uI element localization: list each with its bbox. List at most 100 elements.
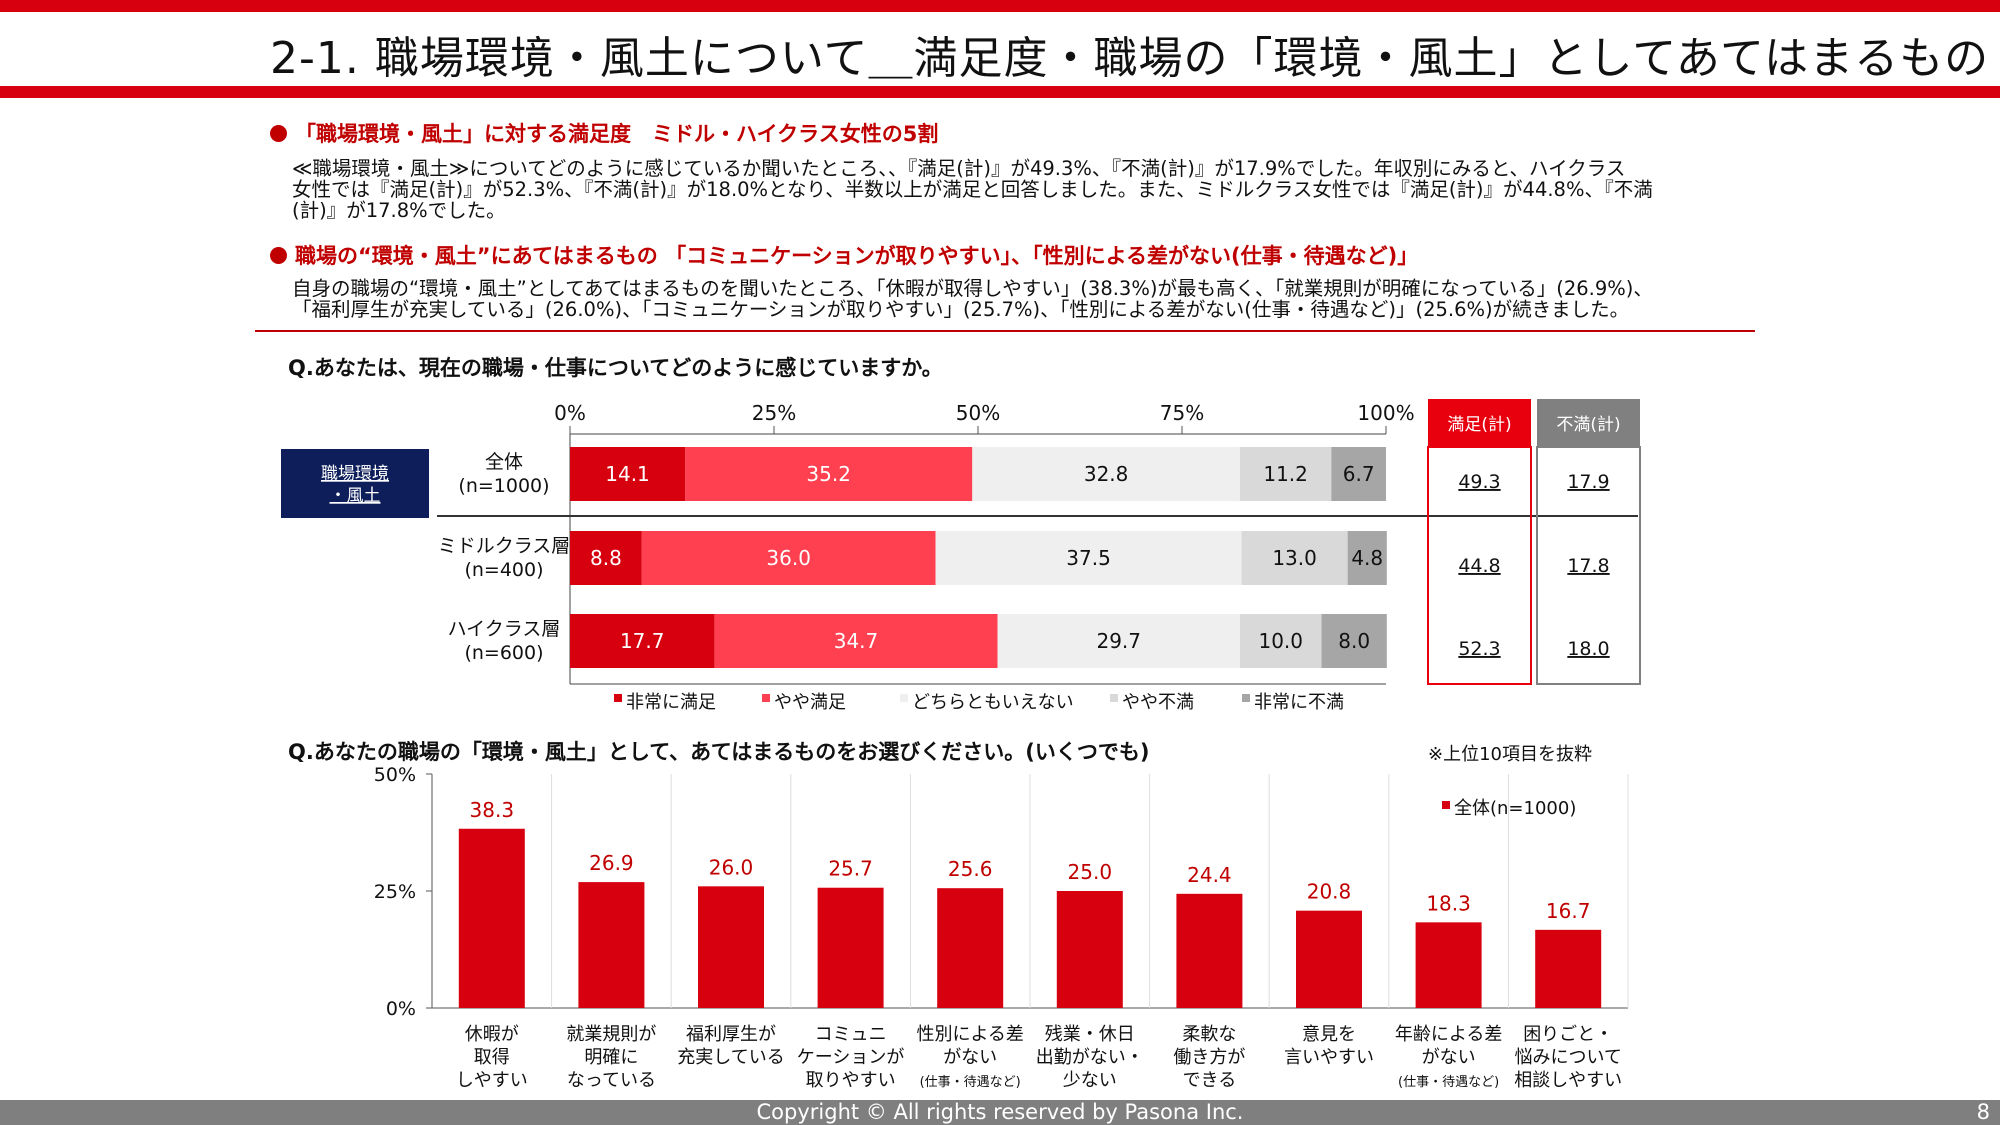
category-label: 柔軟な bbox=[1182, 1024, 1236, 1045]
bar bbox=[1296, 910, 1362, 1008]
bar-segment bbox=[641, 531, 936, 585]
category-label: (仕事・待遇など) bbox=[920, 1075, 1021, 1090]
data-label: 24.4 bbox=[1187, 863, 1232, 887]
group-label-text: ・風土 bbox=[330, 486, 381, 506]
data-label: 26.9 bbox=[589, 851, 634, 875]
legend-swatch bbox=[1242, 694, 1250, 702]
category-label: 明確に bbox=[584, 1047, 638, 1068]
data-label: 36.0 bbox=[766, 546, 811, 570]
data-label: 38.3 bbox=[470, 798, 515, 822]
section2-line: 「福利厚生が充実している」(26.0%)、「コミュニケーションが取りやすい」(2… bbox=[292, 298, 1630, 321]
bar bbox=[1056, 891, 1123, 1008]
section1-heading: 「職場環境・風土」に対する満足度 ミドル・ハイクラス女性の5割 bbox=[270, 118, 938, 148]
summary-box bbox=[1427, 446, 1532, 685]
bar-segment bbox=[972, 447, 1240, 501]
section1-line: 女性では『満足(計)』が52.3%、『不満(計)』が18.0%となり、半数以上が… bbox=[292, 178, 1653, 201]
bar-segment bbox=[714, 614, 998, 668]
bar bbox=[578, 882, 645, 1008]
footer-bar: Copyright © All rights reserved by Pason… bbox=[0, 1100, 2000, 1125]
x-tick-label: 75% bbox=[1160, 401, 1204, 425]
data-label: 25.6 bbox=[948, 857, 993, 881]
data-label: 18.3 bbox=[1426, 891, 1471, 915]
category-label: 相談しやすい bbox=[1514, 1070, 1622, 1091]
legend-label: 非常に満足 bbox=[626, 692, 716, 713]
category-label: 福利厚生が bbox=[686, 1024, 776, 1045]
category-label: 働き方が bbox=[1173, 1047, 1245, 1068]
page-number: 8 bbox=[1976, 1100, 1990, 1124]
bar-segment bbox=[1241, 531, 1348, 585]
bullet-dot-icon bbox=[270, 125, 287, 142]
section1-line: ≪職場環境・風土≫についてどのように感じているか聞いたところ、、『満足(計)』が… bbox=[292, 157, 1626, 180]
legend-swatch bbox=[762, 694, 770, 702]
legend-swatch bbox=[900, 694, 908, 702]
data-label: 29.7 bbox=[1096, 629, 1141, 653]
category-label: なっている bbox=[567, 1070, 656, 1091]
bar-segment bbox=[570, 614, 715, 668]
y-tick-label: 0% bbox=[386, 998, 416, 1020]
legend-label: 非常に不満 bbox=[1254, 692, 1344, 713]
x-tick-label: 100% bbox=[1357, 401, 1414, 425]
summary-value: 18.0 bbox=[1567, 638, 1609, 660]
category-label: できる bbox=[1183, 1070, 1237, 1091]
data-label: 25.7 bbox=[828, 857, 873, 881]
section2-heading: 職場の“環境・風土”にあてはまるもの 「コミュニケーションが取りやすい」、「性別… bbox=[270, 240, 1418, 270]
x-tick-label: 0% bbox=[554, 401, 586, 425]
row-label: ミドルクラス層 bbox=[438, 535, 571, 557]
legend-swatch bbox=[614, 694, 622, 702]
bar-segment bbox=[570, 531, 642, 585]
data-label: 34.7 bbox=[834, 629, 879, 653]
group-label-text: 職場環境 bbox=[321, 464, 389, 484]
question2: Q.あなたの職場の「環境・風土」として、あてはまるものをお選びください。(いくつ… bbox=[288, 740, 1150, 764]
bar-segment bbox=[935, 531, 1242, 585]
section2-heading-text: 職場の“環境・風土”にあてはまるもの 「コミュニケーションが取りやすい」、「性別… bbox=[295, 244, 1419, 268]
bar bbox=[1535, 929, 1602, 1008]
category-label: 出勤がない・ bbox=[1036, 1047, 1144, 1068]
group-label-box bbox=[281, 449, 429, 518]
category-label: 悩みについて bbox=[1514, 1047, 1621, 1068]
question1: Q.あなたは、現在の職場・仕事についてどのように感じていますか。 bbox=[288, 356, 943, 380]
slide-title: 2-1. 職場環境・風土について＿満足度・職場の「環境・風土」としてあてはまるも… bbox=[270, 33, 1990, 84]
section1-line: (計)』が17.8%でした。 bbox=[292, 199, 506, 222]
summary-header-label: 満足(計) bbox=[1447, 415, 1511, 435]
bar bbox=[698, 886, 764, 1008]
data-label: 10.0 bbox=[1258, 629, 1303, 653]
data-label: 13.0 bbox=[1272, 546, 1317, 570]
bar bbox=[817, 887, 884, 1008]
category-label: 性別による差 bbox=[916, 1024, 1023, 1045]
legend-label: どちらともいえない bbox=[912, 692, 1074, 713]
copyright-text: Copyright © All rights reserved by Pason… bbox=[756, 1100, 1244, 1124]
data-label: 32.8 bbox=[1084, 462, 1129, 486]
data-label: 37.5 bbox=[1066, 546, 1111, 570]
title-underline bbox=[0, 86, 2000, 98]
summary-value: 49.3 bbox=[1458, 471, 1500, 493]
summary-header-label: 不満(計) bbox=[1556, 415, 1620, 435]
category-label: 取りやすい bbox=[806, 1070, 896, 1091]
category-label: (仕事・待遇など) bbox=[1398, 1075, 1499, 1090]
data-label: 14.1 bbox=[605, 462, 650, 486]
section2-line: 自身の職場の“環境・風土”としてあてはまるものを聞いたところ、「休暇が取得しやす… bbox=[292, 277, 1653, 300]
x-tick-label: 25% bbox=[752, 401, 796, 425]
data-label: 17.7 bbox=[620, 629, 665, 653]
y-tick-label: 50% bbox=[374, 764, 416, 786]
category-label: 少ない bbox=[1063, 1070, 1117, 1091]
category-label: コミュニ bbox=[815, 1024, 887, 1045]
section1-body: ≪職場環境・風土≫についてどのように感じているか聞いたところ、、『満足(計)』が… bbox=[292, 158, 1653, 221]
summary-value: 17.8 bbox=[1567, 555, 1609, 577]
category-label: 残業・休日 bbox=[1045, 1024, 1135, 1045]
category-label: 言いやすい bbox=[1284, 1047, 1374, 1068]
summary-header bbox=[1537, 399, 1640, 447]
data-label: 8.8 bbox=[590, 546, 622, 570]
bar-segment bbox=[1239, 614, 1322, 668]
data-label: 26.0 bbox=[709, 855, 754, 879]
bar-segment bbox=[1321, 614, 1387, 668]
summary-box bbox=[1536, 446, 1641, 685]
data-label: 8.0 bbox=[1338, 629, 1370, 653]
row-label: (n=400) bbox=[464, 559, 543, 581]
bar-segment bbox=[997, 614, 1240, 668]
section-divider bbox=[255, 330, 1755, 332]
section1-heading-text: 「職場環境・風土」に対する満足度 ミドル・ハイクラス女性の5割 bbox=[295, 122, 939, 146]
row-label: 全体 bbox=[485, 451, 523, 473]
bar bbox=[1415, 922, 1482, 1008]
bar-segment bbox=[570, 447, 686, 501]
data-label: 20.8 bbox=[1307, 880, 1352, 904]
